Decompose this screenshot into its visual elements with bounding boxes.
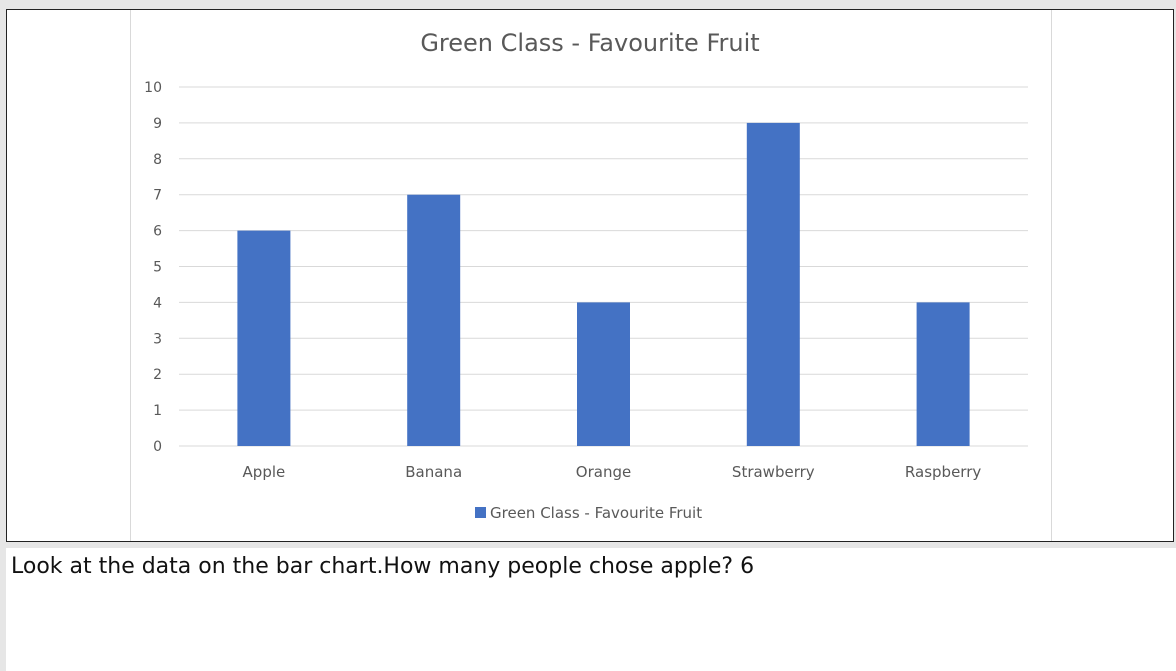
y-tick-label: 1 [153, 403, 162, 419]
y-tick-label: 10 [144, 80, 162, 96]
legend-label: Green Class - Favourite Fruit [490, 504, 702, 522]
legend: Green Class - Favourite Fruit [475, 504, 702, 522]
bar-raspberry [916, 302, 970, 446]
legend-swatch [475, 507, 486, 518]
bar-apple [237, 230, 291, 446]
y-tick-label: 0 [153, 439, 162, 455]
y-tick-label: 5 [153, 260, 162, 276]
x-axis-labels: Apple Banana Orange Strawberry Raspberry [243, 463, 982, 481]
y-tick-label: 9 [153, 116, 162, 132]
question-box: Look at the data on the bar chart.How ma… [6, 548, 1176, 671]
chart-frame: Green Class - Favourite Fruit 0 1 2 3 4 5 6 7 8 9… [6, 9, 1174, 542]
bar-banana [407, 194, 461, 446]
y-tick-label: 6 [153, 224, 162, 240]
y-tick-label: 2 [153, 367, 162, 383]
bar-orange [577, 302, 630, 446]
question-text: Look at the data on the bar chart.How ma… [11, 554, 755, 579]
x-category-label: Orange [576, 463, 631, 481]
y-axis-ticks: 0 1 2 3 4 5 6 7 8 9 10 [144, 80, 162, 455]
chart-area [130, 10, 1052, 541]
bar-strawberry [746, 122, 800, 447]
x-category-label: Banana [405, 463, 462, 481]
y-tick-label: 3 [153, 331, 162, 347]
x-category-label: Strawberry [732, 463, 815, 481]
y-tick-label: 7 [153, 188, 162, 204]
bar-chart: Green Class - Favourite Fruit 0 1 2 3 4 5 6 7 8 9… [144, 29, 1028, 522]
x-category-label: Raspberry [905, 463, 981, 481]
y-tick-label: 8 [153, 152, 162, 168]
x-category-label: Apple [243, 463, 286, 481]
y-tick-label: 4 [153, 295, 162, 311]
bars [237, 122, 970, 447]
chart-title: Green Class - Favourite Fruit [420, 29, 759, 57]
